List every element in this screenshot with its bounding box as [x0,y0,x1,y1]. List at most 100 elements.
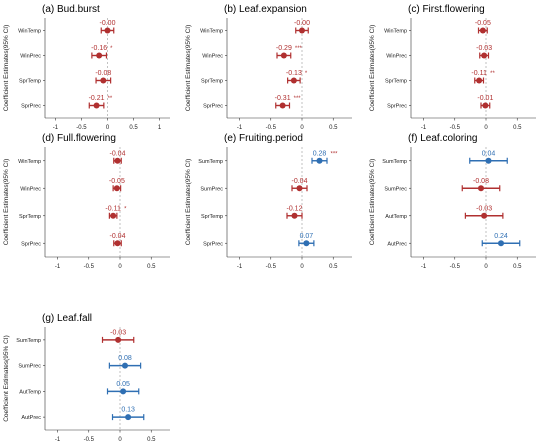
significance-stars: *** [294,96,302,102]
estimate-label: -0.11 [105,205,121,212]
estimate-point [296,185,303,192]
y-tick-label: WinTemp [384,29,407,35]
x-tick-label: -1 [421,264,427,270]
estimate-label: 0.04 [482,150,496,157]
estimate-label: -0.03 [110,329,126,336]
x-tick-label: 0.5 [513,264,522,270]
panel-title: (f) Leaf.coloring [408,133,477,144]
estimate-label: -0.03 [476,45,492,52]
y-tick-label: WinPrec [20,186,41,192]
estimate-label: -0.04 [292,178,308,185]
estimate-point [125,414,132,421]
x-tick-label: -1 [55,437,61,443]
y-axis-label: Coefficient Estimates(95% CI) [369,159,376,246]
x-tick-label: -0.5 [450,264,461,270]
y-tick-label: SprTemp [201,79,223,85]
estimate-point [122,362,128,369]
estimate-point [476,77,483,84]
panel-title: (a) Bud.burst [42,4,100,15]
y-axis-label: Coefficient Estimates(95% CI) [185,25,192,112]
panel-title: (b) Leaf.expansion [224,4,307,15]
estimate-label: 0.13 [121,407,135,414]
y-tick-label: WinPrec [202,54,223,60]
significance-stars: *** [295,46,303,52]
estimate-point [115,336,122,343]
estimate-point [279,102,286,109]
y-axis-label: Coefficient Estimates(95% CI) [3,159,10,246]
estimate-label: -0.05 [475,20,491,27]
x-tick-label: 0 [300,264,304,270]
y-tick-label: SprPrec [203,241,223,247]
x-tick-label: -1 [237,264,243,270]
estimate-label: -0.11 [471,70,487,77]
y-axis-label: Coefficient Estimates(95% CI) [185,159,192,246]
y-tick-label: WinTemp [200,29,223,35]
x-tick-label: -1 [53,125,59,131]
x-tick-label: -0.5 [84,437,95,443]
estimate-point [481,52,488,59]
estimate-point [478,185,484,192]
y-tick-label: AutTemp [19,389,41,395]
estimate-point [316,157,323,164]
estimate-point [96,52,103,59]
estimate-label: 0.05 [116,381,130,388]
x-tick-label: 0 [106,125,110,131]
estimate-label: -0.16 [91,45,107,52]
x-tick-label: 0 [484,125,488,131]
estimate-point [290,77,297,84]
y-tick-label: SprPrec [203,104,223,110]
x-tick-label: 0 [118,264,122,270]
y-axis-label: Coefficient Estimates(95% CI) [369,25,376,112]
estimate-point [100,77,107,84]
estimate-label: -0.31 [275,95,291,102]
x-tick-label: 0 [300,125,304,131]
significance-stars: * [124,206,127,212]
panel-title: (c) First.flowering [408,4,485,15]
y-axis-label: Coefficient Estimates(95% CI) [3,335,10,422]
y-tick-label: SumPrec [384,186,407,192]
y-tick-label: AutPrec [387,241,407,247]
panel-title: (g) Leaf.fall [42,313,92,324]
panel-title: (d) Full.flowering [42,133,116,144]
y-tick-label: SumTemp [382,159,407,165]
estimate-label: -0.04 [110,150,126,157]
estimate-label: -0.08 [95,70,111,77]
panel-title: (e) Fruiting.period [224,133,303,144]
panel-7: (g) Leaf.fall Coefficient Estimates(95% C… [3,313,170,443]
estimate-point [481,212,488,219]
estimate-label: 0.24 [494,233,508,240]
estimate-point [291,212,298,219]
x-tick-label: -0.5 [266,264,277,270]
panel-5: (e) Fruiting.period Coefficient Estimates… [185,133,352,270]
y-tick-label: AutPrec [21,415,41,421]
panel-3: (c) First.flowering Coefficient Estimates… [369,4,536,131]
estimate-label: -0.00 [100,20,116,27]
y-tick-label: WinTemp [18,159,41,165]
x-tick-label: 0 [118,437,122,443]
estimate-point [114,240,121,247]
panel-1: (a) Bud.burst Coefficient Estimates(95% C… [3,4,170,131]
estimate-label: -0.00 [294,20,310,27]
x-tick-label: 0.5 [147,264,156,270]
estimate-label: 0.07 [300,233,314,240]
estimate-point [280,52,287,59]
x-tick-label: -0.5 [76,125,87,131]
x-tick-label: -0.5 [84,264,95,270]
y-tick-label: SprPrec [387,104,407,110]
estimate-label: -0.21 [89,95,105,102]
estimate-label: -0.03 [476,205,492,212]
y-tick-label: SumPrec [18,364,41,370]
estimate-label: -0.29 [276,45,292,52]
y-tick-label: SprTemp [19,79,41,85]
estimate-point [113,185,120,192]
estimate-point [498,240,504,247]
y-tick-label: SumTemp [16,338,41,344]
y-tick-label: SprPrec [21,104,41,110]
estimate-point [479,27,486,34]
x-tick-label: 0.5 [147,437,156,443]
y-tick-label: SumPrec [200,186,223,192]
y-axis-label: Coefficient Estimates(95% CI) [3,25,10,112]
x-tick-label: -1 [237,125,243,131]
estimate-label: 0.08 [118,355,132,362]
